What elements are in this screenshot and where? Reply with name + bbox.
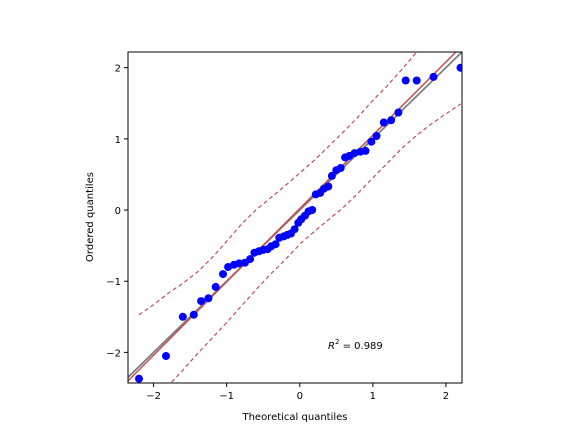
data-point (387, 116, 396, 125)
data-point (197, 297, 206, 306)
x-axis-label: Theoretical quantiles (241, 412, 347, 423)
plot-frame (127, 51, 463, 384)
y-tick-label: 1 (115, 135, 121, 146)
y-axis-label: Ordered quantiles (85, 172, 96, 262)
data-point (290, 225, 299, 234)
data-point (235, 259, 244, 268)
y-tick-label: 2 (115, 64, 121, 75)
fit-line (128, 52, 457, 382)
x-tick-label: 1 (370, 391, 376, 402)
data-point (178, 312, 187, 321)
reference-line (128, 52, 462, 378)
data-point (219, 270, 227, 279)
x-axis-ticks: −2 −1 0 1 2 (146, 383, 449, 402)
confidence-band (138, 52, 461, 383)
data-point (204, 294, 213, 303)
data-point (271, 240, 280, 249)
x-tick-label: −1 (219, 391, 234, 402)
y-tick-label: −2 (106, 348, 121, 359)
y-axis-ticks: −2 −1 0 1 2 (106, 64, 128, 359)
x-tick-label: 0 (297, 391, 303, 402)
x-tick-label: −2 (146, 391, 161, 402)
r2-label: R (328, 341, 335, 352)
data-point (456, 63, 462, 72)
data-point (336, 164, 345, 172)
r2-superscript: 2 (335, 338, 339, 346)
data-point (372, 132, 381, 140)
data-point (412, 76, 421, 85)
data-point (189, 310, 198, 319)
data-point (162, 352, 170, 360)
data-point (394, 108, 403, 117)
r2-value: = 0.989 (339, 341, 382, 352)
data-point (246, 255, 255, 264)
plot-area (128, 52, 462, 383)
data-point (429, 72, 438, 81)
r2-annotation: R2 = 0.989 (328, 338, 383, 352)
data-point (211, 282, 220, 291)
data-point (308, 206, 317, 214)
y-tick-label: 0 (115, 206, 121, 217)
confidence-band-lower (169, 103, 461, 383)
confidence-band-upper (138, 52, 418, 316)
data-point (135, 374, 143, 383)
y-tick-label: −1 (106, 277, 121, 288)
data-points (135, 63, 462, 383)
data-point (327, 171, 336, 180)
x-tick-label: 2 (443, 391, 449, 402)
data-point (361, 146, 370, 155)
data-point (367, 137, 376, 146)
data-point (401, 76, 410, 85)
data-point (379, 118, 388, 127)
data-point (324, 182, 333, 191)
